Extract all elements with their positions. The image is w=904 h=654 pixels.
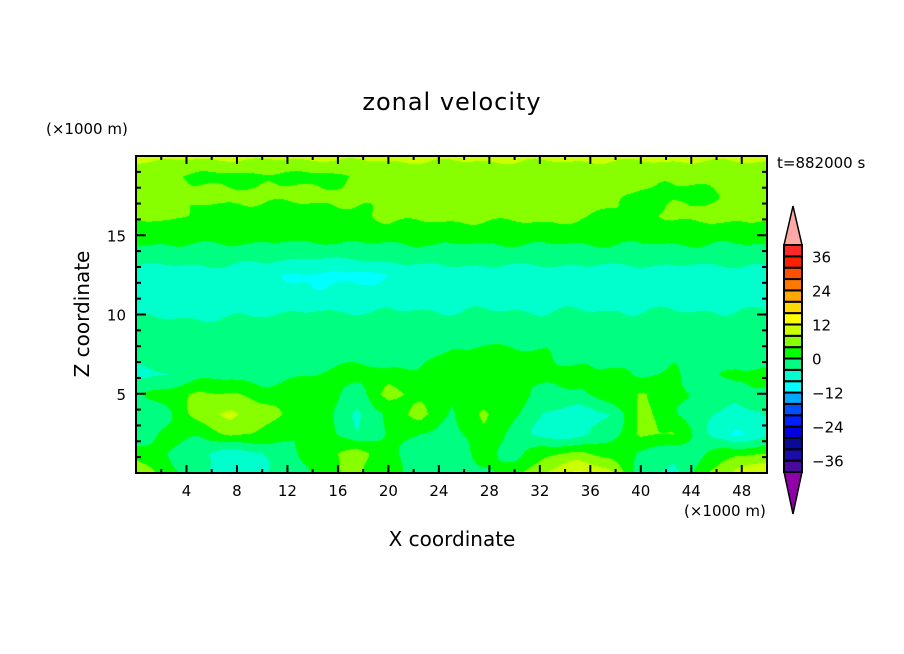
- chart-title: zonal velocity: [362, 88, 542, 116]
- colorbar-box: [783, 300, 803, 315]
- colorbar-box: [783, 357, 803, 371]
- colorbar-tick-label: 36: [812, 248, 831, 266]
- x-tick-label: 28: [480, 482, 499, 500]
- x-tick-label: 32: [530, 482, 549, 500]
- x-axis-label-text: X coordinate: [388, 527, 516, 551]
- x-tick-label: 8: [232, 482, 242, 500]
- colorbar-box: [783, 391, 803, 405]
- x-tick-label: 40: [631, 482, 650, 500]
- colorbar-box: [783, 255, 803, 269]
- x-tick-label: 20: [379, 482, 398, 500]
- x-axis-unit: (×1000 m): [684, 502, 766, 520]
- colorbar-tick-label: −24: [812, 419, 844, 437]
- colorbar-box: [783, 425, 803, 439]
- colorbar-box: [783, 414, 803, 428]
- colorbar-under-triangle: [783, 471, 803, 515]
- x-tick-label: 24: [429, 482, 448, 500]
- colorbar-tick-label: 24: [812, 282, 831, 300]
- x-tick-label: 12: [278, 482, 297, 500]
- colorbar-box: [783, 436, 803, 451]
- x-tick-label: 44: [682, 482, 701, 500]
- y-tick-label: 15: [107, 227, 126, 245]
- colorbar-tick-label: 0: [812, 351, 822, 369]
- colorbar-tick-label: −36: [812, 453, 844, 471]
- contour-field: [136, 156, 767, 473]
- colorbar-box: [783, 323, 803, 337]
- plot-frame: [135, 155, 768, 474]
- x-tick-label: 4: [182, 482, 192, 500]
- y-axis-unit: (×1000 m): [46, 120, 128, 138]
- x-tick-label: 16: [328, 482, 347, 500]
- colorbar-box: [783, 266, 803, 281]
- colorbar-box: [783, 312, 803, 326]
- colorbar-box: [783, 278, 803, 292]
- colorbar-tick-label: 12: [812, 316, 831, 334]
- y-tick-label: 10: [107, 307, 126, 325]
- x-axis-label: X coordinate: [0, 527, 904, 551]
- x-tick-label: 48: [732, 482, 751, 500]
- x-tick-label: 36: [581, 482, 600, 500]
- colorbar-box: [783, 334, 803, 349]
- colorbar-box: [783, 459, 803, 473]
- colorbar-box: [783, 244, 803, 258]
- colorbar-over-triangle: [783, 205, 803, 246]
- y-tick-label: 5: [116, 386, 126, 404]
- colorbar-box: [783, 289, 803, 303]
- colorbar-box: [783, 380, 803, 394]
- colorbar-box: [783, 368, 803, 383]
- colorbar-box: [783, 346, 803, 360]
- time-annotation: t=882000 s: [777, 154, 866, 172]
- colorbar-tick-label: −12: [812, 385, 844, 403]
- colorbar-box: [783, 402, 803, 417]
- colorbar-box: [783, 448, 803, 462]
